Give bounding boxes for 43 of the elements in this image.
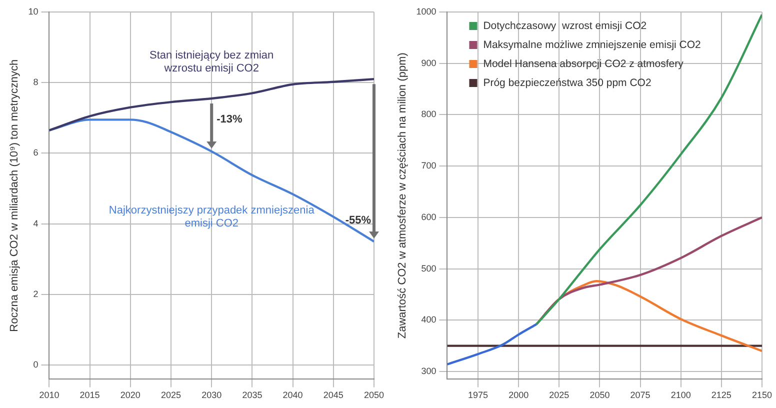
x-tick-label: 2045 <box>323 390 344 400</box>
x-tick-label: 2150 <box>752 390 772 400</box>
x-tick-label: 2075 <box>630 390 650 400</box>
y-tick-label: 700 <box>421 160 436 171</box>
series-label: Stan istniejący bez zmian wzrostu emisji CO2 <box>150 50 274 75</box>
x-tick-label: 1975 <box>468 390 488 400</box>
y-tick-label: 6 <box>33 148 38 158</box>
legend-label: Maksymalne możliwe zmniejszenie emisji CO2 <box>483 38 702 51</box>
y-axis-title: Zawartość CO2 w atmosferze w częściach na milion (ppm) <box>396 52 409 339</box>
x-tick-label: 2050 <box>590 390 610 400</box>
annotation: -13% <box>216 114 243 126</box>
annotation: -55% <box>345 214 372 226</box>
y-tick-label: 4 <box>33 218 38 228</box>
x-tick-label: 2000 <box>508 390 529 400</box>
x-tick-label: 2040 <box>282 390 303 400</box>
x-tick-label: 2025 <box>549 390 570 400</box>
x-tick-label: 2100 <box>670 390 691 400</box>
line-series <box>535 216 762 326</box>
y-tick-label: 1000 <box>416 6 436 16</box>
y-tick-label: 400 <box>421 314 436 325</box>
x-tick-label: 2050 <box>364 390 384 400</box>
y-tick-label: 2 <box>33 288 38 299</box>
series-label: Najkorzystniejszy przypadek zmniejszenia emisji CO2 <box>108 204 316 230</box>
y-tick-label: 8 <box>33 77 38 88</box>
y-tick-label: 500 <box>421 263 436 274</box>
y-tick-label: 300 <box>421 366 436 376</box>
x-tick-label: 2015 <box>80 390 100 400</box>
y-axis-title: Roczna emisja CO2 w miliardach (10⁹) ton metrycznych <box>8 59 21 332</box>
y-tick-label: 800 <box>421 109 436 120</box>
x-tick-label: 2030 <box>202 390 222 400</box>
x-tick-label: 2125 <box>711 390 732 400</box>
y-tick-label: 0 <box>33 360 38 370</box>
x-tick-label: 2010 <box>39 390 60 400</box>
x-tick-label: 2020 <box>120 390 140 400</box>
legend-label: Model Hansena absorpcji CO2 z atmosfery <box>483 58 684 70</box>
y-tick-label: 600 <box>421 212 436 222</box>
y-tick-label: 900 <box>421 58 436 68</box>
y-tick-label: 10 <box>28 6 38 16</box>
legend-label: Próg bezpieczeństwa 350 ppm CO2 <box>483 76 652 89</box>
line-series <box>447 323 538 366</box>
legend-label: Dotychczasowy wzrost emisji CO2 <box>483 20 647 32</box>
x-tick-label: 2025 <box>160 390 182 400</box>
x-tick-label: 2035 <box>242 390 262 400</box>
